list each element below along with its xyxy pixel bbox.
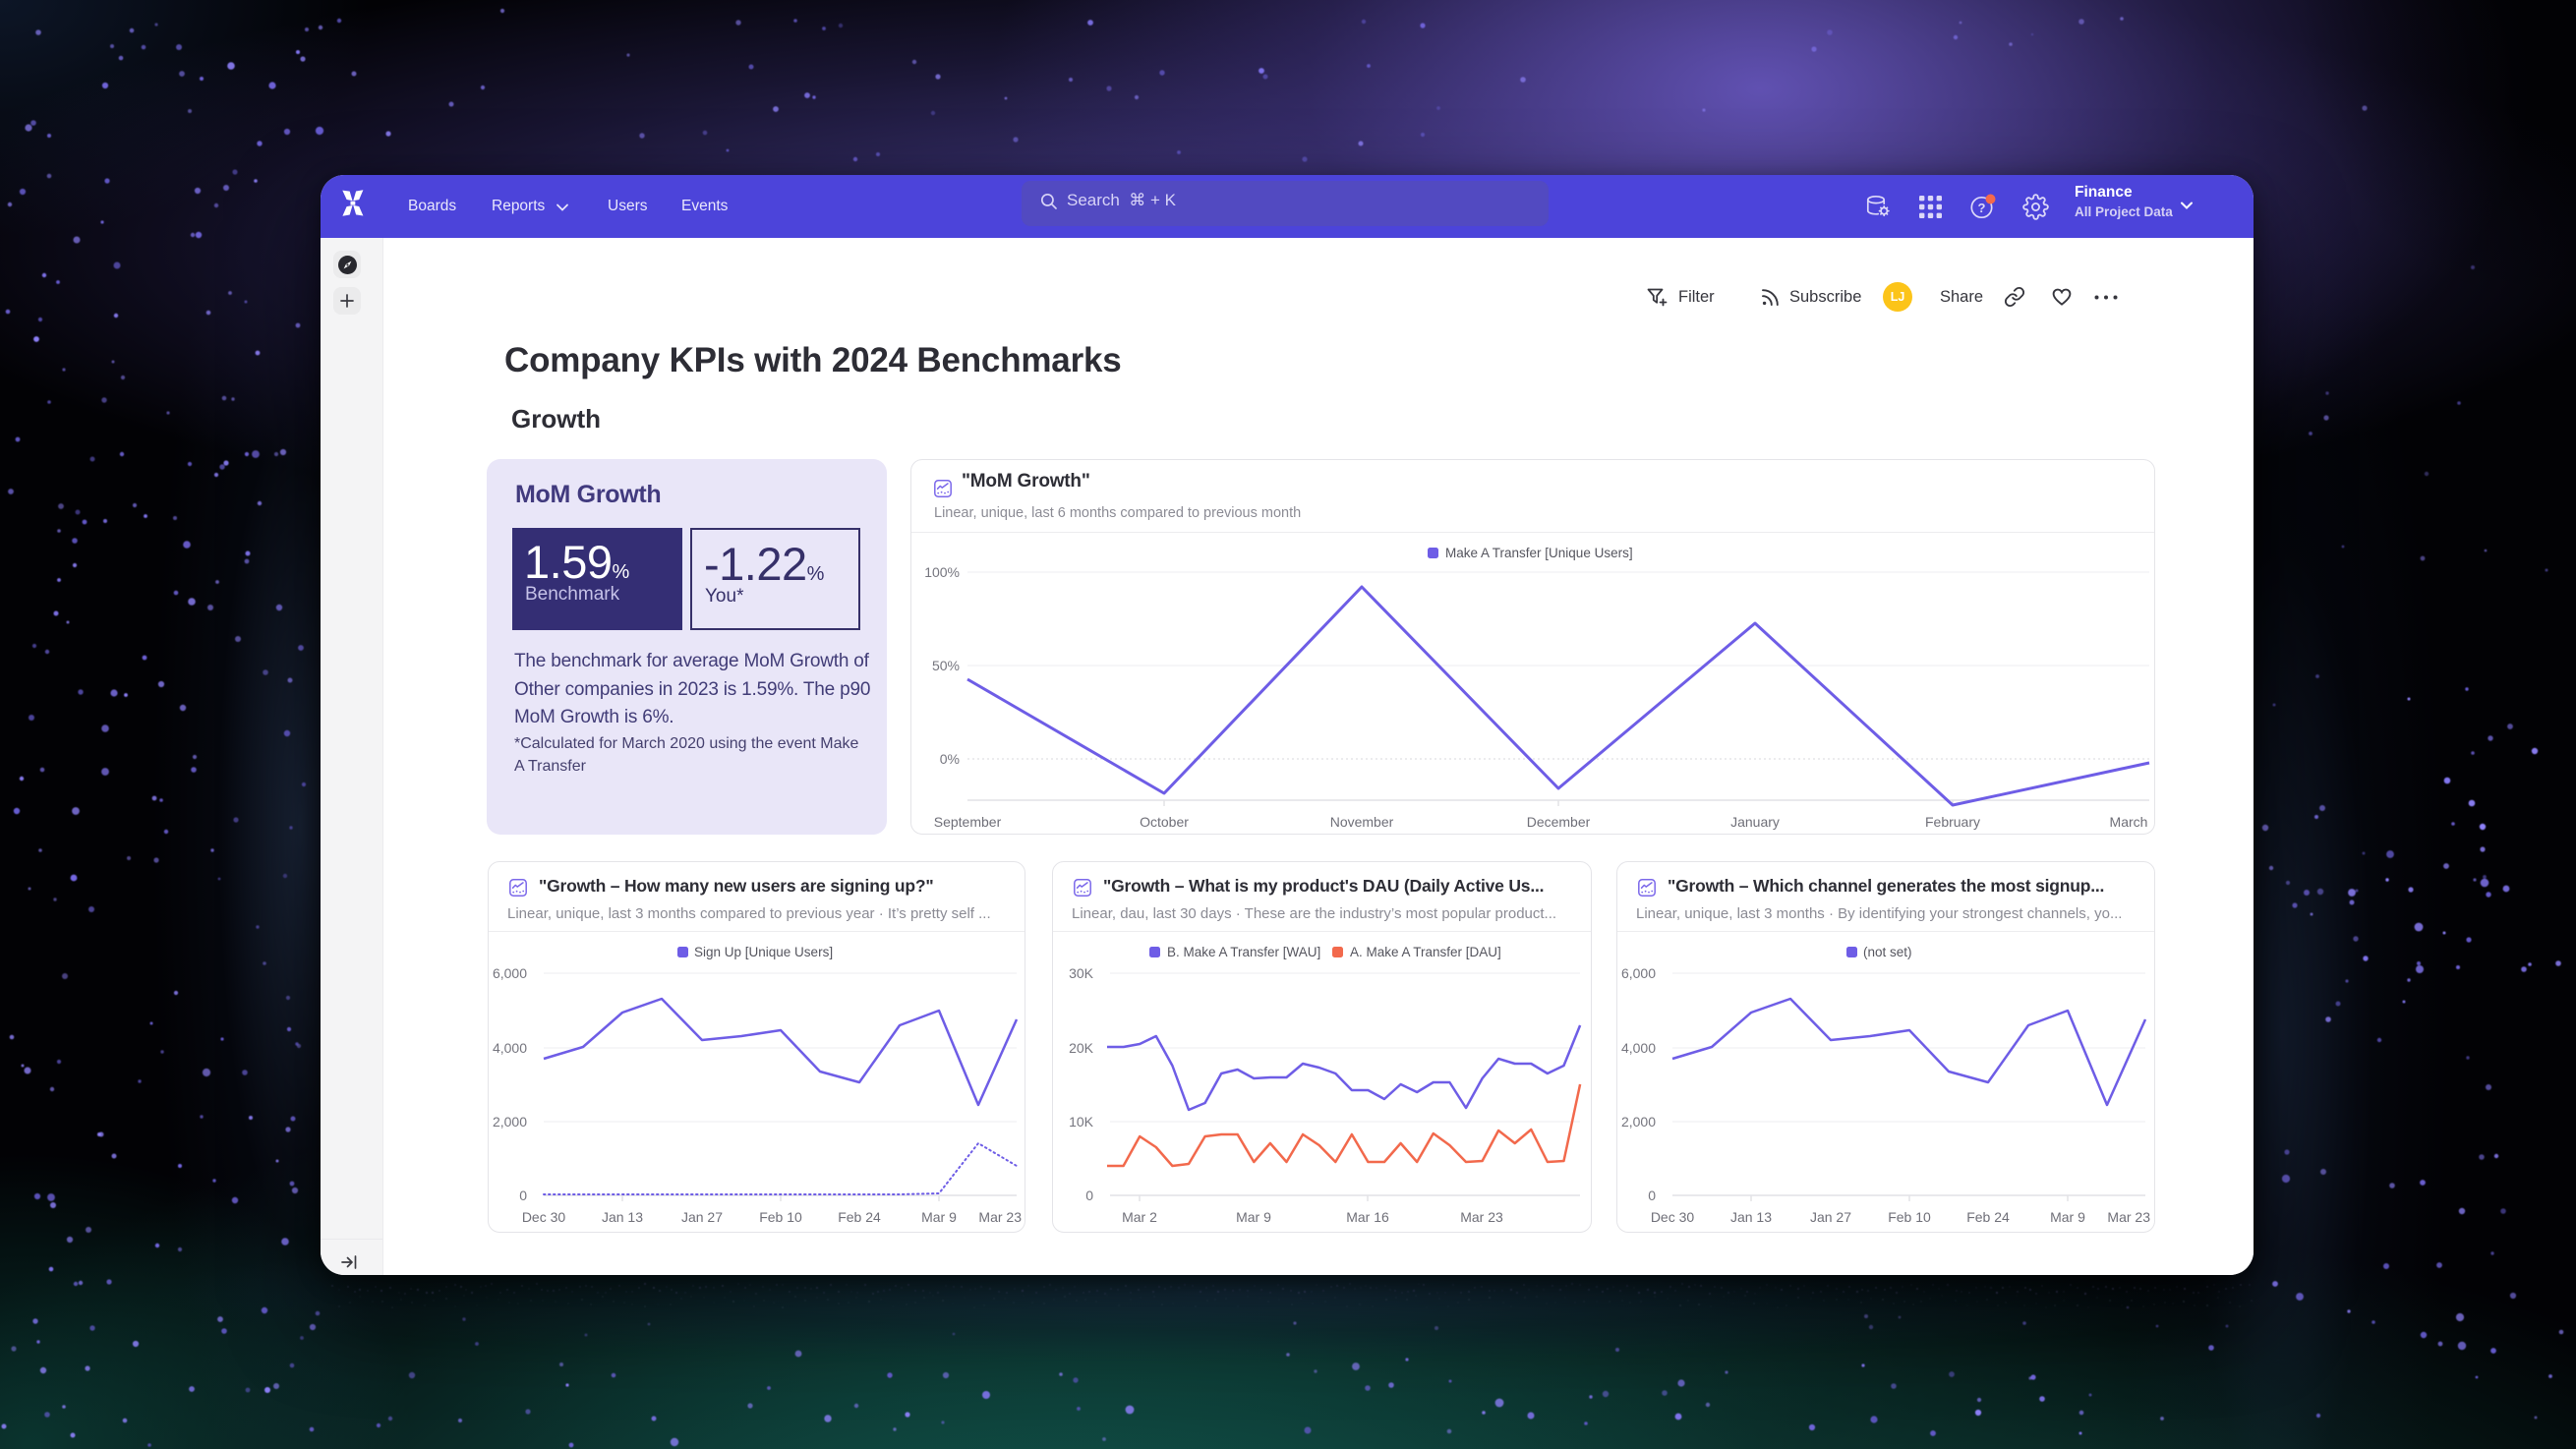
svg-text:Jan 13: Jan 13 xyxy=(602,1209,643,1225)
svg-text:Mar 16: Mar 16 xyxy=(1346,1209,1389,1225)
svg-text:B. Make A Transfer [WAU]: B. Make A Transfer [WAU] xyxy=(1167,945,1320,959)
svg-text:Mar 23: Mar 23 xyxy=(1460,1209,1503,1225)
svg-text:September: September xyxy=(934,814,1002,830)
svg-text:Feb 24: Feb 24 xyxy=(1966,1209,2010,1225)
svg-text:Jan 13: Jan 13 xyxy=(1730,1209,1772,1225)
svg-text:October: October xyxy=(1140,814,1189,830)
svg-text:4,000: 4,000 xyxy=(493,1040,527,1056)
svg-text:50%: 50% xyxy=(932,658,960,673)
svg-text:Mar 9: Mar 9 xyxy=(921,1209,957,1225)
svg-text:4,000: 4,000 xyxy=(1621,1040,1656,1056)
svg-text:?: ? xyxy=(1978,201,1986,215)
svg-text:Mar 9: Mar 9 xyxy=(1236,1209,1271,1225)
svg-text:Mar 9: Mar 9 xyxy=(2050,1209,2085,1225)
svg-text:2,000: 2,000 xyxy=(493,1114,527,1130)
svg-text:Jan 27: Jan 27 xyxy=(681,1209,723,1225)
svg-text:0%: 0% xyxy=(940,751,960,767)
svg-text:Feb 10: Feb 10 xyxy=(1888,1209,1931,1225)
svg-text:20K: 20K xyxy=(1069,1040,1094,1056)
svg-text:Dec 30: Dec 30 xyxy=(522,1209,566,1225)
svg-text:100%: 100% xyxy=(924,564,960,580)
svg-text:0: 0 xyxy=(519,1188,527,1203)
svg-text:Mar 23: Mar 23 xyxy=(978,1209,1022,1225)
svg-text:January: January xyxy=(1730,814,1780,830)
svg-text:2,000: 2,000 xyxy=(1621,1114,1656,1130)
svg-text:6,000: 6,000 xyxy=(493,965,527,981)
svg-text:Jan 27: Jan 27 xyxy=(1810,1209,1851,1225)
svg-text:March: March xyxy=(2110,814,2148,830)
svg-text:0: 0 xyxy=(1085,1188,1093,1203)
svg-text:November: November xyxy=(1330,814,1394,830)
svg-text:0: 0 xyxy=(1648,1188,1656,1203)
svg-text:Feb 24: Feb 24 xyxy=(838,1209,881,1225)
svg-text:December: December xyxy=(1527,814,1591,830)
svg-text:A. Make A Transfer [DAU]: A. Make A Transfer [DAU] xyxy=(1350,945,1501,959)
svg-text:10K: 10K xyxy=(1069,1114,1094,1130)
svg-text:Sign Up [Unique Users]: Sign Up [Unique Users] xyxy=(694,945,833,959)
svg-text:Mar 2: Mar 2 xyxy=(1122,1209,1157,1225)
svg-text:6,000: 6,000 xyxy=(1621,965,1656,981)
svg-text:Make A Transfer [Unique Users]: Make A Transfer [Unique Users] xyxy=(1445,546,1633,560)
svg-text:Dec 30: Dec 30 xyxy=(1651,1209,1695,1225)
svg-text:February: February xyxy=(1925,814,1980,830)
svg-text:Mar 23: Mar 23 xyxy=(2107,1209,2150,1225)
svg-text:Feb 10: Feb 10 xyxy=(759,1209,802,1225)
svg-text:30K: 30K xyxy=(1069,965,1094,981)
svg-text:(not set): (not set) xyxy=(1863,945,1912,959)
